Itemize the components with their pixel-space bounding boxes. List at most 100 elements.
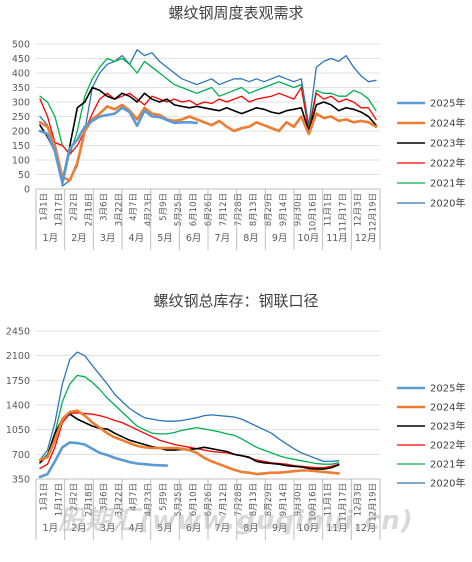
chart-title: 螺纹钢周度表观需求	[168, 4, 303, 22]
x-date-label: 9月14日	[279, 483, 289, 516]
legend-label: 2021年	[430, 458, 465, 471]
month-label: 12月	[355, 523, 377, 534]
series-line-2025年	[38, 106, 199, 185]
x-date-label: 8月13日	[249, 193, 259, 226]
x-date-label: 12月19日	[369, 193, 379, 232]
series-line-2022年	[39, 86, 377, 155]
x-date-label: 1月17日	[54, 483, 64, 516]
y-tick-label: 350	[12, 475, 30, 486]
y-tick-label: 200	[12, 127, 30, 138]
series-line-2021年	[39, 374, 340, 465]
month-label: 7月	[215, 233, 231, 244]
month-label: 10月	[298, 233, 320, 244]
x-date-label: 3月6日	[99, 483, 109, 511]
x-date-label: 5月9日	[159, 193, 169, 221]
month-label: 9月	[272, 233, 288, 244]
legend-label: 2023年	[430, 137, 465, 150]
x-date-label: 11月1日	[324, 483, 334, 516]
legend-label: 2020年	[430, 477, 465, 490]
y-tick-label: 2450	[6, 327, 30, 338]
x-date-label: 8月29日	[264, 193, 274, 226]
x-date-label: 1月1日	[39, 483, 49, 511]
y-tick-label: 1050	[6, 425, 30, 436]
x-date-label: 2月18日	[84, 483, 94, 516]
series-line-2023年	[39, 413, 340, 470]
x-date-label: 4月23日	[144, 193, 154, 226]
legend-label: 2023年	[430, 420, 465, 433]
x-date-label: 6月10日	[189, 193, 199, 226]
y-tick-label: 500	[12, 40, 30, 51]
x-date-label: 6月26日	[204, 483, 214, 516]
x-date-label: 12月3日	[354, 193, 364, 226]
y-tick-label: 450	[12, 54, 30, 65]
y-tick-label: 250	[12, 112, 30, 123]
x-date-label: 4月7日	[129, 483, 139, 511]
total-inventory-chart: 螺纹钢总库存：钢联口径 350 700 1050 1400 1750 2100 2450 1月1…	[6, 292, 465, 540]
chart-title: 螺纹钢总库存：钢联口径	[153, 292, 318, 310]
month-label: 6月	[186, 523, 202, 534]
x-date-label: 2月2日	[69, 483, 79, 511]
legend-label: 2024年	[430, 117, 465, 130]
month-label: 2月	[71, 233, 87, 244]
legend-label: 2021年	[430, 177, 465, 190]
month-label: 8月	[243, 523, 259, 534]
y-tick-label: 300	[12, 98, 30, 109]
legend-label: 2024年	[430, 401, 465, 414]
month-label: 2月	[71, 523, 87, 534]
y-tick-label: 2100	[6, 351, 30, 362]
x-date-label: 2月18日	[84, 193, 94, 226]
x-date-label: 1月1日	[39, 193, 49, 221]
month-label: 5月	[157, 233, 173, 244]
x-date-label: 3月6日	[99, 193, 109, 221]
y-tick-label: 400	[12, 69, 30, 80]
series-line-2022年	[39, 412, 340, 470]
month-label: 3月	[100, 233, 116, 244]
legend-label: 2022年	[430, 439, 465, 452]
month-label: 11月	[326, 233, 348, 244]
y-tick-label: 1400	[6, 401, 30, 412]
legend-label: 2025年	[430, 382, 465, 395]
month-label: 7月	[215, 523, 231, 534]
legend-label: 2020年	[430, 197, 465, 210]
month-label: 5月	[157, 523, 173, 534]
legend-label: 2022年	[430, 157, 465, 170]
series-line-2020年	[39, 49, 377, 187]
month-label: 6月	[186, 233, 202, 244]
month-label: 3月	[100, 523, 116, 534]
y-tick-label: 50	[18, 170, 30, 181]
x-date-label: 11月17日	[339, 193, 349, 232]
x-date-label: 6月26日	[204, 193, 214, 226]
y-tick-label: 0	[24, 185, 30, 196]
x-date-label: 10月16日	[309, 483, 319, 522]
x-date-label: 5月9日	[159, 483, 169, 511]
x-date-label: 4月7日	[129, 193, 139, 221]
x-date-label: 12月19日	[369, 483, 379, 522]
series-line-2024年	[38, 409, 341, 476]
y-tick-label: 700	[12, 450, 30, 461]
x-date-label: 9月30日	[294, 483, 304, 516]
x-date-label: 2月2日	[69, 193, 79, 221]
x-date-label: 6月10日	[189, 483, 199, 516]
month-label: 4月	[129, 233, 145, 244]
y-tick-label: 150	[12, 141, 30, 152]
series-line-2025年	[38, 441, 169, 479]
series-line-2023年	[39, 86, 377, 182]
x-date-label: 7月12日	[219, 193, 229, 226]
x-date-label: 3月22日	[114, 193, 124, 226]
y-tick-label: 1750	[6, 376, 30, 387]
series-line-2021年	[39, 57, 377, 155]
x-date-label: 7月28日	[234, 483, 244, 516]
x-date-label: 7月12日	[219, 483, 229, 516]
y-tick-label: 350	[12, 83, 30, 94]
month-label: 9月	[272, 523, 288, 534]
legend-label: 2025年	[430, 97, 465, 110]
month-label: 10月	[298, 523, 320, 534]
x-date-label: 4月23日	[144, 483, 154, 516]
month-label: 1月	[43, 233, 59, 244]
month-label: 11月	[326, 523, 348, 534]
x-date-label: 7月28日	[234, 193, 244, 226]
x-date-label: 9月30日	[294, 193, 304, 226]
x-date-label: 9月14日	[279, 193, 289, 226]
x-date-label: 3月22日	[114, 483, 124, 516]
x-date-label: 1月17日	[54, 193, 64, 226]
